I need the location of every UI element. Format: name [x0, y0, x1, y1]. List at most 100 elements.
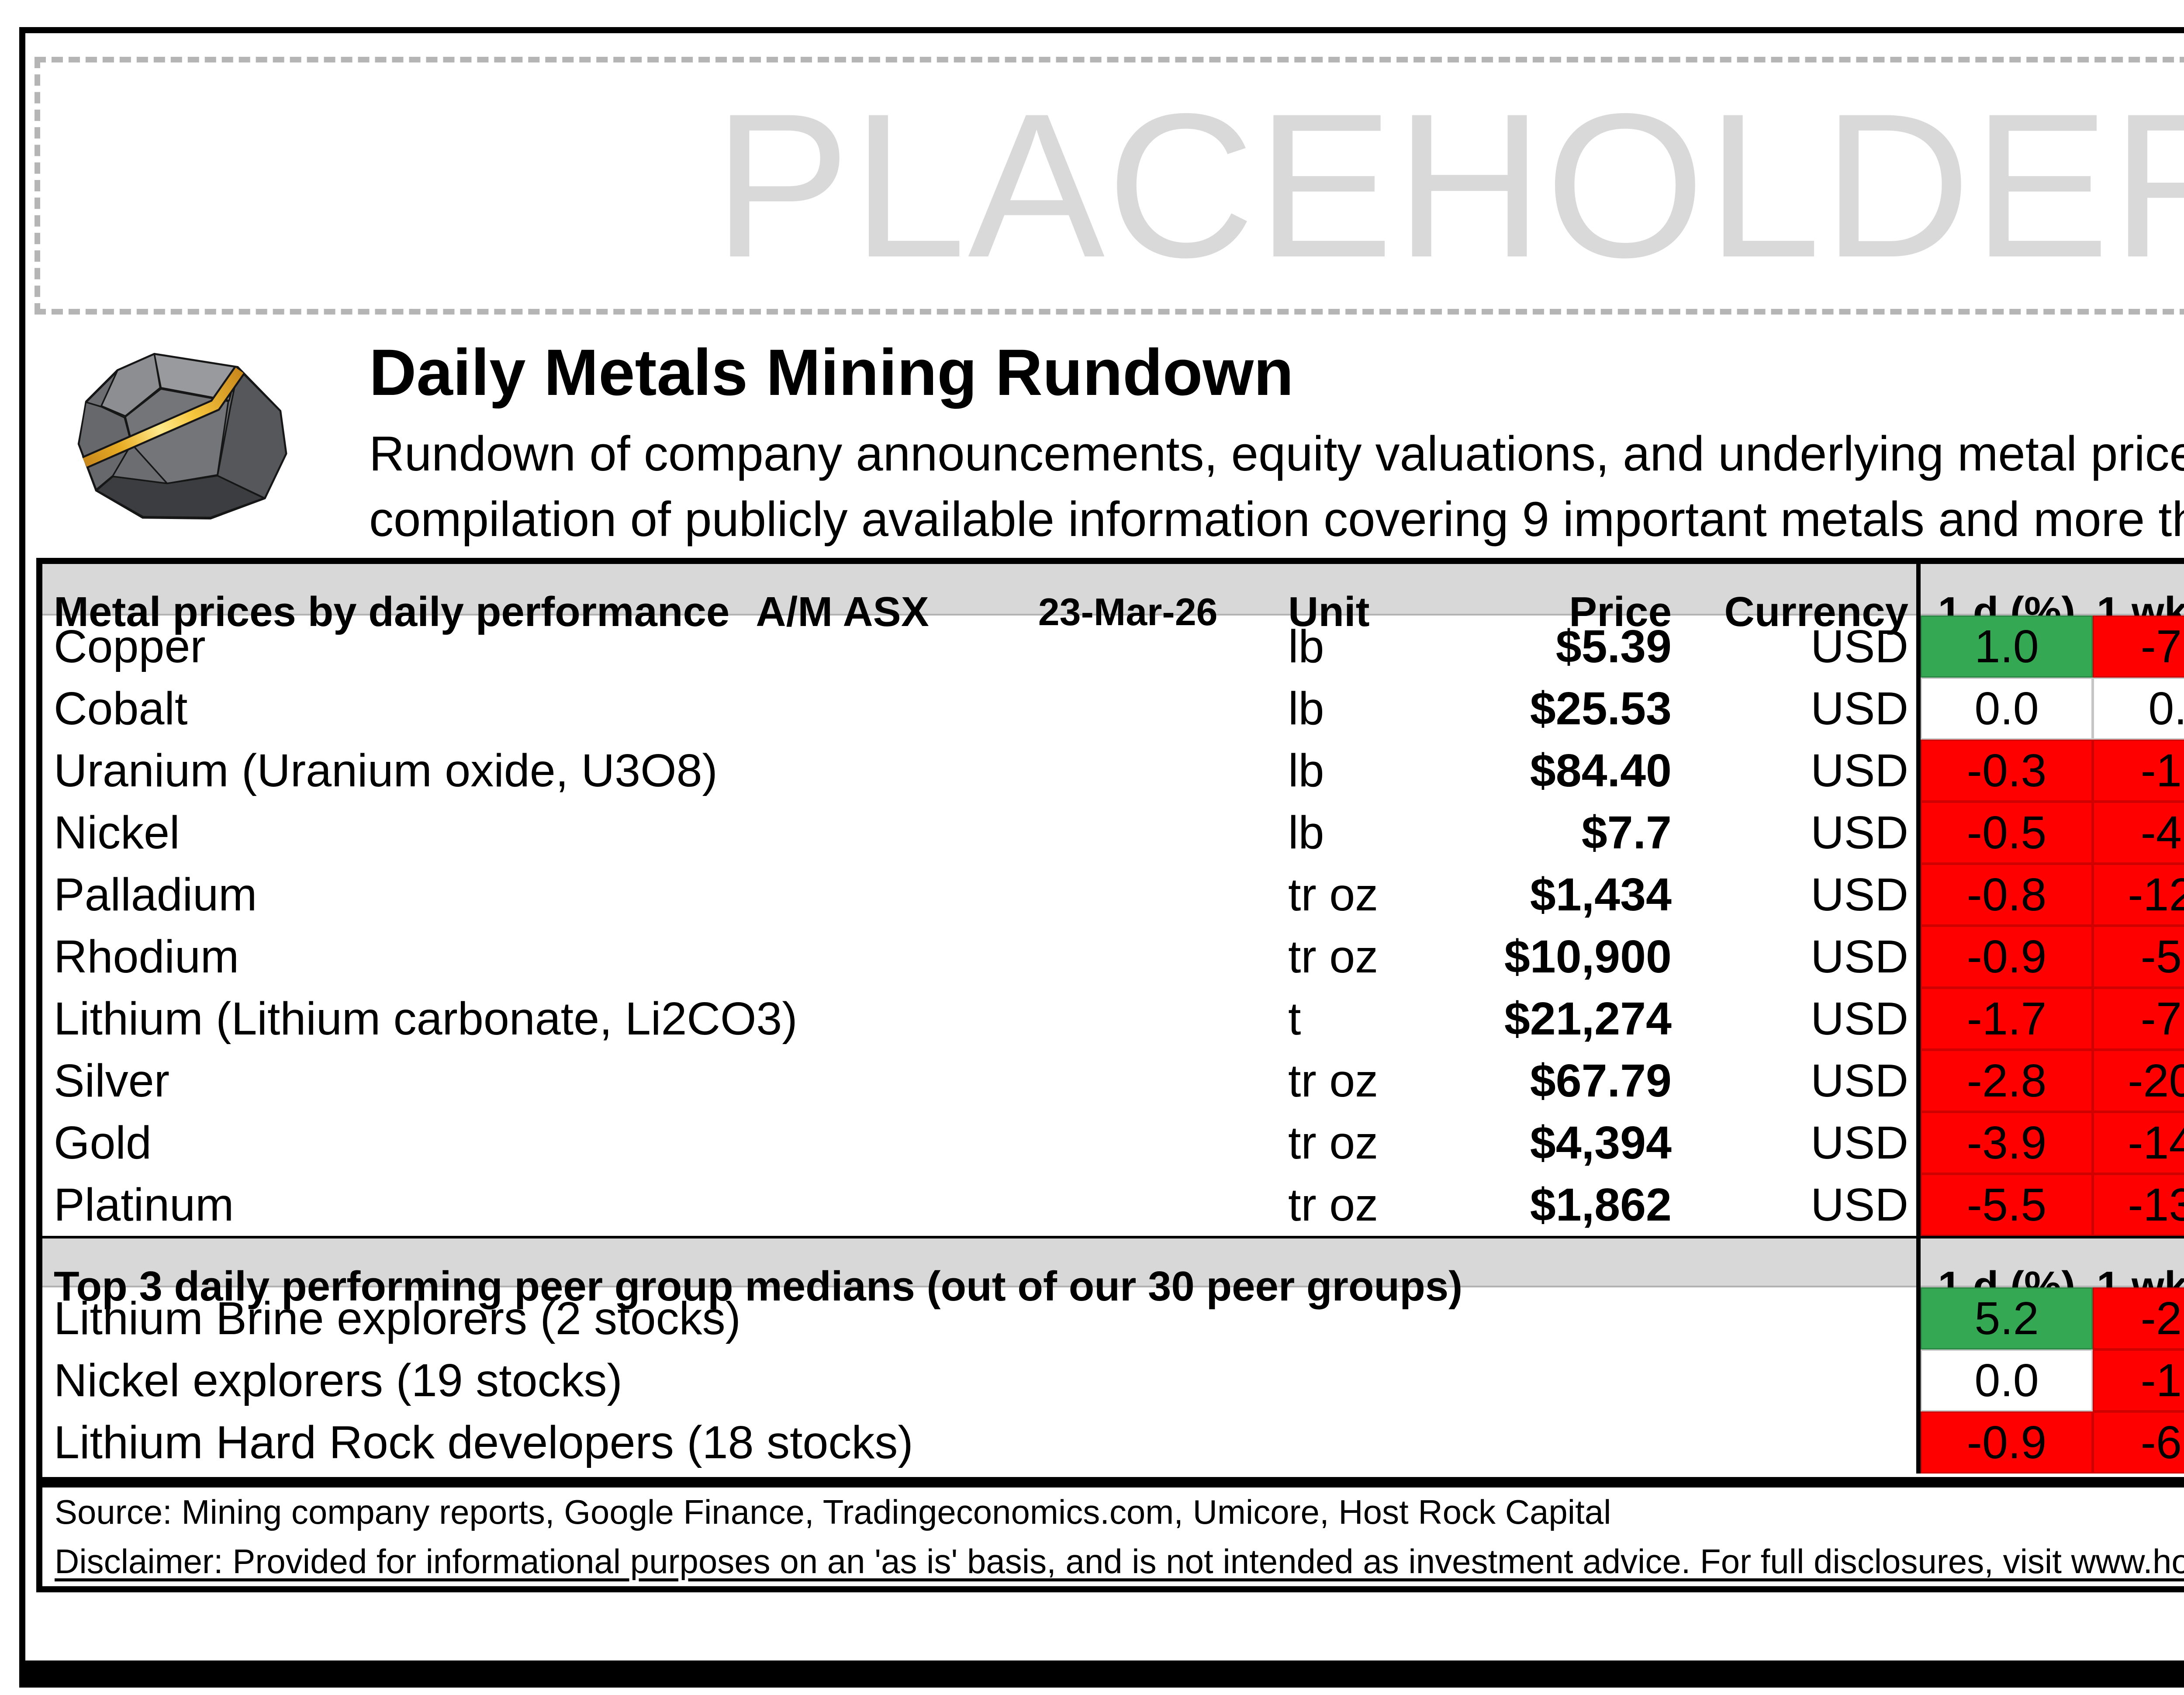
performance-cells: -0.9-5.21.97.9128.39.0: [1916, 926, 2184, 988]
date-label: 23-Mar-26: [1038, 590, 1218, 633]
metals-header-cell: Metal prices by daily performance A/M AS…: [42, 564, 1283, 660]
currency-cell: USD: [1811, 1055, 1908, 1107]
performance-cells: -0.3-1.7-5.7-1.029.065.7: [1916, 740, 2184, 802]
peer-group-name: Nickel explorers (19 stocks): [54, 1354, 622, 1406]
performance-value: 0.0: [2093, 678, 2184, 740]
performance-value: -14.0: [2093, 1112, 2184, 1174]
currency-column-header: Currency: [1724, 588, 1909, 635]
price-cell: $21,274: [1504, 993, 1672, 1045]
performance-value: -0.3: [1921, 740, 2093, 802]
currency-cell: USD: [1811, 620, 1908, 672]
currency-cell: USD: [1811, 682, 1908, 734]
price-cell: $7.7: [1581, 806, 1672, 858]
metal-name: Silver: [54, 1055, 170, 1107]
price-column-header: Price: [1569, 588, 1672, 635]
performance-value: -2.1: [2093, 1287, 2184, 1349]
metal-name: Gold: [54, 1117, 152, 1169]
price-cell: $1,434: [1530, 868, 1672, 920]
performance-value: -20.3: [2093, 1050, 2184, 1112]
performance-value: -12.7: [2093, 864, 2184, 926]
performance-cells: -0.9-6.9-17.41.712.3-59.7: [1916, 1411, 2184, 1474]
currency-cell: USD: [1811, 931, 1908, 982]
currency-cell: USD: [1811, 1179, 1908, 1231]
performance-cells: 0.0-1.4-16.80.050.0-57.1: [1916, 1349, 2184, 1411]
performance-value: -13.4: [2093, 1174, 2184, 1236]
price-cell: $25.53: [1530, 682, 1672, 734]
performance-value: -5.5: [1921, 1174, 2093, 1236]
peer-group-row: Lithium Brine explorers (2 stocks) 5.2-2.…: [42, 1287, 2184, 1349]
performance-cells: 1.0-7.2-4.8-7.519.531.6: [1916, 616, 2184, 678]
metal-name: Uranium (Uranium oxide, U3O8): [54, 744, 718, 796]
performance-value: -6.9: [2093, 1411, 2184, 1474]
performance-value: -2.8: [1921, 1050, 2093, 1112]
performance-value: -5.2: [2093, 926, 2184, 988]
performance-value: 1.0: [1921, 616, 2093, 678]
unit-cell: tr oz: [1288, 1055, 1379, 1107]
disclaimer-line: Disclaimer: Provided for informational p…: [55, 1542, 2184, 1581]
footer-divider: [42, 1474, 2184, 1487]
unit-cell: tr oz: [1288, 1179, 1379, 1231]
performance-value: -0.8: [1921, 864, 2093, 926]
performance-value: 5.2: [1921, 1287, 2093, 1349]
subtitle-line-2: compilation of publicly available inform…: [369, 492, 2184, 547]
peer-group-rows: Lithium Brine explorers (2 stocks) 5.2-2.…: [42, 1287, 2184, 1474]
placeholder-banner: PLACEHOLDER: [35, 57, 2184, 315]
performance-value: -0.5: [1921, 802, 2093, 864]
metals-header-label: Metal prices by daily performance: [54, 588, 730, 635]
unit-cell: lb: [1288, 744, 1324, 796]
metal-price-rows: Copperlb$5.39USD1.0-7.2-4.8-7.519.531.6C…: [42, 616, 2184, 1236]
gold-vein: [83, 367, 244, 467]
unit-cell: lb: [1288, 682, 1324, 734]
metal-name: Copper: [54, 620, 206, 672]
performance-value: -0.9: [1921, 926, 2093, 988]
metals-table: Metal prices by daily performance A/M AS…: [36, 558, 2184, 1592]
unit-cell: tr oz: [1288, 868, 1379, 920]
table-row: Nickel lb $7.7 USD-0.5-4.70.3-5.25.6-31.4: [42, 802, 2184, 864]
currency-cell: USD: [1811, 1117, 1908, 1169]
unit-cell: tr oz: [1288, 931, 1379, 982]
currency-cell: USD: [1811, 993, 1908, 1045]
performance-value: -7.2: [2093, 616, 2184, 678]
peer-group-row: Lithium Hard Rock developers (18 stocks)…: [42, 1411, 2184, 1474]
peer-header-row: Top 3 daily performing peer group median…: [42, 1236, 2184, 1335]
performance-cells: -2.8-20.3-8.9-24.6114.9224.2: [1916, 1050, 2184, 1112]
price-cell: $10,900: [1504, 931, 1672, 982]
unit-column-header: Unit: [1288, 588, 1370, 635]
metal-name: Rhodium: [54, 931, 239, 982]
metal-name: Palladium: [54, 868, 257, 920]
currency-cell: USD: [1811, 744, 1908, 796]
price-cell: $67.79: [1530, 1055, 1672, 1107]
rock-with-gold-vein-icon: [77, 353, 287, 520]
performance-value: -7.5: [2093, 988, 2184, 1050]
subtitle-line-1: Rundown of company announcements, equity…: [369, 426, 2184, 481]
performance-cells: 0.00.00.00.0134.766.8: [1916, 678, 2184, 740]
page-subtitle: Rundown of company announcements, equity…: [369, 421, 2184, 552]
price-cell: $4,394: [1530, 1117, 1672, 1169]
performance-value: 0.0: [1921, 678, 2093, 740]
performance-value: -3.9: [1921, 1112, 2093, 1174]
price-cell: $5.39: [1555, 620, 1672, 672]
page-title: Daily Metals Mining Rundown: [369, 336, 1294, 409]
unit-cell: t: [1288, 993, 1301, 1045]
table-row: Uranium (Uranium oxide, U3O8) lb $84.40 USD…: [42, 740, 2184, 802]
metal-name: Lithium (Lithium carbonate, Li2CO3): [54, 993, 798, 1045]
metal-name: Nickel: [54, 806, 180, 858]
performance-value: -1.7: [1921, 988, 2093, 1050]
unit-cell: tr oz: [1288, 1117, 1379, 1169]
metals-header-row: Metal prices by daily performance A/M AS…: [42, 564, 2184, 660]
source-line: Source: Mining company reports, Google F…: [55, 1492, 1611, 1531]
performance-cells: -3.9-14.0-10.8-4.451.2140.5: [1916, 1112, 2184, 1174]
metal-name: Cobalt: [54, 682, 188, 734]
unit-cell: lb: [1288, 806, 1324, 858]
table-row: Rhodium tr oz $10,900 USD-0.9-5.21.97.9128.…: [42, 926, 2184, 988]
table-row: Gold tr oz $4,394 USD-3.9-14.0-10.8-4.451.2…: [42, 1112, 2184, 1174]
peer-group-name: Lithium Brine explorers (2 stocks): [54, 1292, 741, 1344]
unit-cell: lb: [1288, 620, 1324, 672]
table-row: Palladium tr oz $1,434 USD-0.8-12.7-14.4-21…: [42, 864, 2184, 926]
currency-cell: USD: [1811, 868, 1908, 920]
performance-value: -0.9: [1921, 1411, 2093, 1474]
performance-value: 0.0: [1921, 1349, 2093, 1411]
